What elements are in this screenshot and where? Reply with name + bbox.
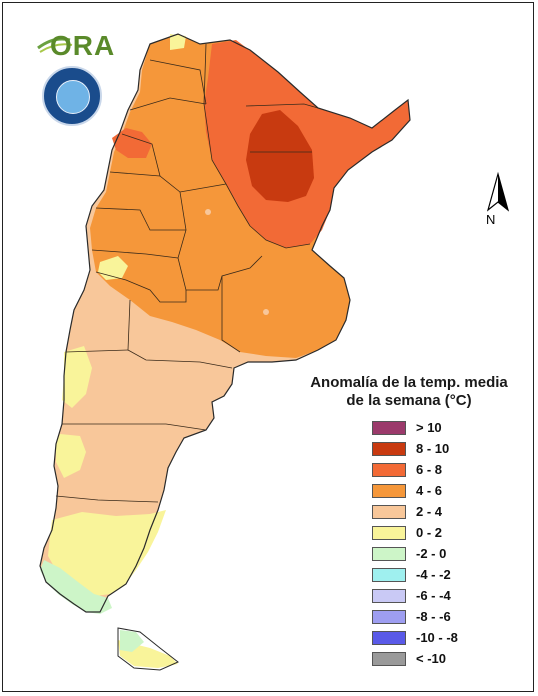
agency-seal-icon (42, 66, 102, 126)
legend-label: -4 - -2 (416, 567, 451, 582)
legend-swatch (372, 526, 406, 540)
legend-label: 4 - 6 (416, 483, 443, 498)
legend-swatch (372, 505, 406, 519)
legend: > 10 8 - 10 6 - 8 4 - 6 2 - 4 0 - 2 -2 - 0 -4 -… (372, 418, 512, 670)
legend-item: 8 - 10 (372, 439, 512, 460)
region-hot-west (112, 128, 152, 158)
lake-dot (263, 309, 269, 315)
region-cold-south (40, 560, 112, 614)
legend-label: > 10 (416, 420, 442, 435)
legend-swatch (372, 463, 406, 477)
ora-logo-text: ORA (50, 30, 116, 61)
legend-swatch (372, 547, 406, 561)
legend-swatch (372, 610, 406, 624)
legend-item: -10 - -8 (372, 628, 512, 649)
region-cool-north-strip (170, 34, 186, 50)
province-boundaries (55, 43, 319, 503)
legend-title: Anomalía de la temp. media de la semana … (284, 374, 534, 410)
legend-title-line2: de la semana (°C) (346, 392, 472, 409)
region-cool-patagonia-north (56, 434, 86, 478)
legend-title-line1: Anomalía de la temp. media (310, 374, 508, 391)
legend-label: -6 - -4 (416, 588, 451, 603)
legend-label: -10 - -8 (416, 630, 458, 645)
legend-swatch (372, 631, 406, 645)
legend-swatch (372, 484, 406, 498)
country-outline (39, 33, 411, 613)
north-label: N (486, 212, 496, 227)
legend-item: 2 - 4 (372, 502, 512, 523)
legend-item: 0 - 2 (372, 523, 512, 544)
legend-label: -2 - 0 (416, 546, 447, 561)
legend-label: 6 - 8 (416, 462, 443, 477)
region-cool-west-strip (62, 346, 92, 408)
legend-item: > 10 (372, 418, 512, 439)
seal-globe-icon (56, 80, 90, 114)
region-strong-hot (246, 110, 314, 202)
legend-label: 8 - 10 (416, 441, 450, 456)
legend-swatch (372, 568, 406, 582)
legend-swatch (372, 442, 406, 456)
legend-label: 2 - 4 (416, 504, 443, 519)
legend-swatch (372, 589, 406, 603)
legend-item: -8 - -6 (372, 607, 512, 628)
legend-item: -4 - -2 (372, 565, 512, 586)
legend-swatch (372, 421, 406, 435)
legend-item: 6 - 8 (372, 460, 512, 481)
region-cool-patagonia-south (48, 510, 166, 596)
ora-logo-icon (37, 37, 73, 53)
tierra-del-fuego-outline (117, 627, 179, 671)
legend-item: -2 - 0 (372, 544, 512, 565)
lake-dot (205, 209, 211, 215)
legend-item: < -10 (372, 649, 512, 670)
legend-item: 4 - 6 (372, 481, 512, 502)
legend-item: -6 - -4 (372, 586, 512, 607)
region-cold-tdf (120, 630, 144, 652)
legend-label: < -10 (416, 651, 446, 666)
legend-swatch (372, 652, 406, 666)
legend-label: 0 - 2 (416, 525, 443, 540)
north-arrow-icon (486, 171, 510, 212)
region-cool-cuyo (98, 256, 128, 280)
legend-label: -8 - -6 (416, 609, 451, 624)
